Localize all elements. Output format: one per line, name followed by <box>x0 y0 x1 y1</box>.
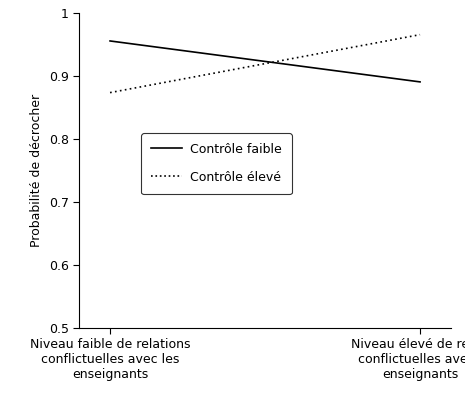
Y-axis label: Probabilité de décrocher: Probabilité de décrocher <box>30 94 43 247</box>
Legend: Contrôle faible, Contrôle élevé: Contrôle faible, Contrôle élevé <box>141 133 292 194</box>
